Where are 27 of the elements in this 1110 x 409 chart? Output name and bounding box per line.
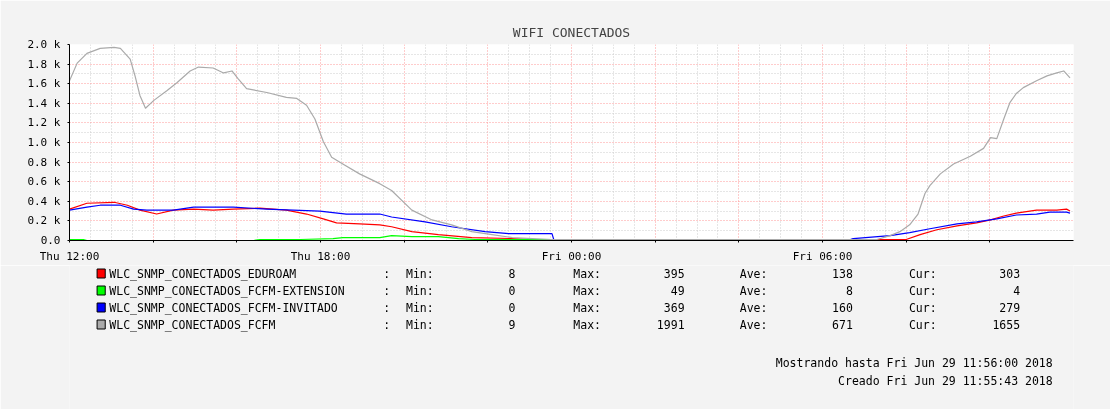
y-tick-label: 0.4 k	[27, 194, 61, 208]
y-tick-label: 1.4 k	[27, 96, 61, 110]
y-tick-label: 0.0	[40, 234, 61, 247]
text: Creado Fri Jun 29 11:55:43 2018	[838, 373, 1053, 388]
line-series	[69, 46, 1071, 241]
legend-label: WLC_SNMP_CONECTADOS_EDUROAM	[109, 266, 297, 281]
x-tick-label: Thu 18:00	[290, 249, 351, 263]
y-tick-label: 1.8 k	[27, 57, 61, 71]
y-tick-label: 1.0 k	[27, 136, 61, 149]
text: : Min: 0 Max: 369 Ave: 160 Cur: 279	[383, 300, 1021, 315]
legend-label: WLC_SNMP_CONECTADOS_FCFM	[109, 317, 276, 332]
chart-title: WIFI CONECTADOS	[512, 24, 631, 40]
x-tick-label: Thu 12:00	[39, 249, 100, 263]
text: Mostrando hasta Fri Jun 29 11:56:00 2018	[775, 355, 1053, 370]
y-tick-label: 0.8 k	[27, 155, 61, 169]
y-tick-label: 0.2 k	[27, 214, 61, 228]
y-tick-label: 0.6 k	[27, 175, 61, 189]
text: : Min: 9 Max: 1991 Ave: 671 Cur: 1655	[383, 317, 1021, 332]
x-tick-label: Fri 06:00	[792, 249, 853, 263]
y-tick-label: 1.2 k	[27, 116, 61, 130]
y-tick-label: 2.0 k	[27, 38, 61, 51]
legend-label: WLC_SNMP_CONECTADOS_FCFM-INVITADO	[109, 300, 338, 315]
x-tick-label: Fri 00:00	[541, 249, 602, 263]
text: : Min: 8 Max: 395 Ave: 138 Cur: 303	[383, 266, 1021, 281]
legend-label: WLC_SNMP_CONECTADOS_FCFM-EXTENSION	[109, 283, 345, 298]
y-tick-label: 1.6 k	[27, 77, 61, 91]
text: : Min: 0 Max: 49 Ave: 8 Cur: 4	[383, 283, 1021, 298]
